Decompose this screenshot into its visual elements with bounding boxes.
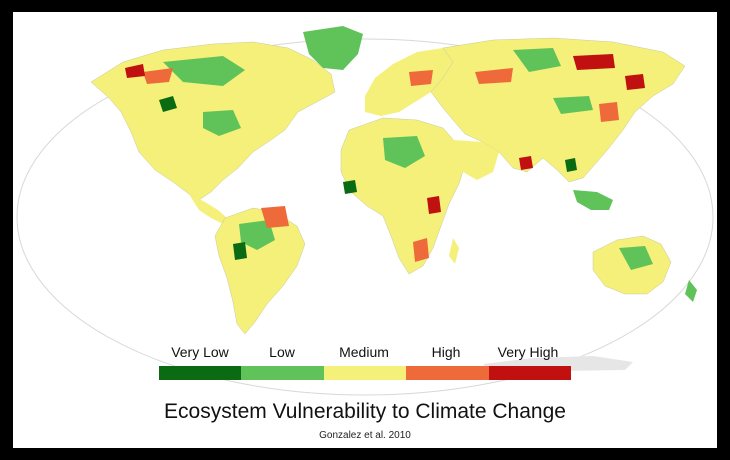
- legend-swatch-low: [241, 366, 324, 380]
- patch-high-southafrica: [413, 238, 429, 262]
- patch-high-china: [599, 102, 619, 122]
- legend-label-high: High: [431, 344, 461, 360]
- patch-low-sahara: [383, 136, 425, 168]
- legend-swatch-very-high: [488, 366, 572, 380]
- legend-label-very-high: Very High: [497, 344, 559, 360]
- patch-low-eastus: [203, 110, 241, 136]
- legend-color-bar: [159, 366, 572, 380]
- world-vulnerability-map: [16, 26, 714, 396]
- map-credit: Gonzalez et al. 2010: [319, 430, 411, 441]
- central-america: [189, 194, 227, 224]
- patch-high-russia: [475, 68, 513, 84]
- madagascar: [449, 238, 459, 264]
- patch-very-high-india: [519, 156, 533, 170]
- patch-low-australia: [619, 246, 653, 270]
- patch-very-low-canada: [159, 96, 177, 112]
- legend-label-low: Low: [269, 344, 295, 360]
- patch-very-high-china: [625, 74, 645, 90]
- patch-very-low-bolivia: [233, 242, 247, 260]
- patch-high-canada: [143, 68, 173, 84]
- map-title: Ecosystem Vulnerability to Climate Chang…: [164, 400, 566, 423]
- patch-very-low-china: [565, 158, 577, 172]
- legend-swatch-very-low: [159, 366, 242, 380]
- vulnerability-patches: [125, 48, 653, 270]
- patch-low-amazon: [239, 220, 275, 250]
- legend-labels: Very Low Low Medium High Very High: [159, 344, 571, 364]
- patch-very-high-alaska: [125, 64, 145, 78]
- europe: [365, 48, 453, 116]
- new-zealand: [685, 280, 697, 302]
- legend: Very Low Low Medium High Very High: [159, 344, 572, 380]
- greenland: [303, 26, 363, 70]
- legend-swatch-high: [406, 366, 489, 380]
- patch-very-high-siberia: [573, 54, 615, 70]
- map-figure: Very Low Low Medium High Very High Ecosy…: [13, 12, 717, 448]
- patch-low-canada: [163, 56, 245, 86]
- legend-label-medium: Medium: [339, 344, 389, 360]
- arabia: [453, 140, 499, 180]
- patch-very-low-westafrica: [343, 180, 357, 194]
- patch-low-siberia: [513, 48, 561, 72]
- patch-high-brazil: [261, 206, 289, 228]
- legend-label-very-low: Very Low: [171, 344, 229, 360]
- patch-high-europe: [409, 70, 433, 86]
- southeast-asia-islands: [573, 190, 613, 210]
- patch-very-high-eastafrica: [427, 196, 441, 214]
- patch-low-mongolia: [553, 96, 593, 114]
- legend-swatch-medium: [323, 366, 407, 380]
